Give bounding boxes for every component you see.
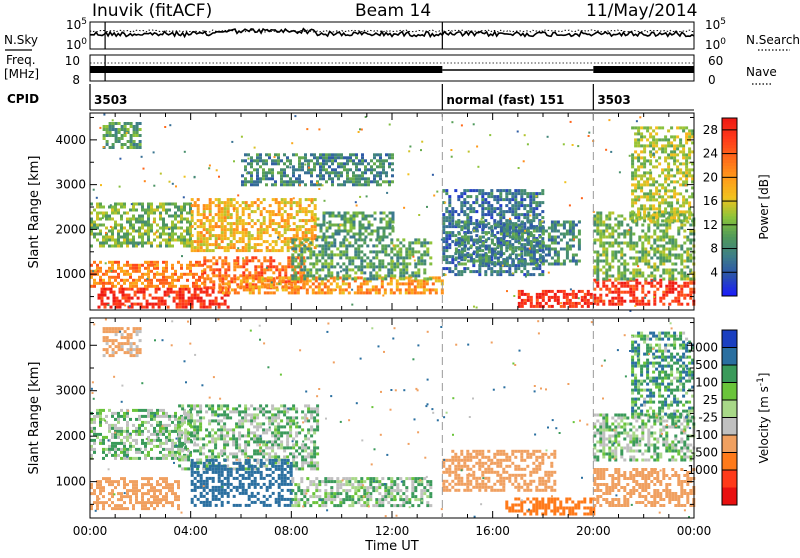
power-colorbar-tick: 16 [703, 194, 718, 208]
xtick-label: 16:00 [475, 524, 510, 538]
nsky-trace [90, 29, 694, 37]
xtick-label: 04:00 [173, 524, 208, 538]
velocity-ytick: 2000 [55, 429, 86, 443]
velocity-colorbar-tick: 25 [703, 393, 718, 407]
velocity-ytick: 4000 [55, 338, 86, 352]
velocity-ytick: 3000 [55, 384, 86, 398]
freq-trace-c [593, 66, 694, 73]
velocity-colorbar-step [722, 418, 737, 436]
noise-left-tick-low: 100 [66, 37, 87, 52]
velocity-band-1 [90, 409, 192, 460]
velocity-colorbar-tick: -1000 [683, 463, 718, 477]
noise-right-tick-low: 100 [705, 37, 726, 52]
velocity-colorbar-step [722, 453, 737, 471]
station-title: Inuvik (fitACF) [92, 1, 212, 21]
power-band-5 [219, 276, 444, 294]
xaxis-label: Time UT [364, 539, 418, 554]
power-band-7 [317, 212, 395, 239]
nsearch-trace [90, 30, 694, 32]
freq-traces [90, 55, 694, 81]
velocity-band-8 [593, 414, 695, 462]
power-ytick: 1000 [55, 267, 86, 281]
power-band-11 [593, 279, 695, 306]
velocity-ytick: 1000 [55, 475, 86, 489]
power-colorbar-tick: 24 [703, 147, 718, 161]
velocity-band-0 [90, 477, 180, 510]
velocity-colorbar-step [722, 383, 737, 401]
velocity-band-10 [103, 327, 142, 357]
freq-tick-high: 10 [65, 54, 80, 68]
velocity-colorbar-step [722, 435, 737, 453]
velocity-colorbar-step [722, 470, 737, 488]
velocity-band-4 [291, 477, 432, 507]
cpid-label: CPID [7, 92, 39, 106]
nave-tick-high: 60 [708, 54, 723, 68]
velocity-colorbar-label: Velocity [m s-1] [756, 373, 771, 464]
velocity-band-6 [505, 498, 595, 516]
power-ytick: 2000 [55, 222, 86, 236]
beam-title: Beam 14 [355, 1, 431, 21]
velocity-colorbar-tick: 100 [695, 376, 718, 390]
power-band-1 [90, 261, 204, 288]
velocity-band-5 [442, 450, 556, 492]
velocity-colorbar-tick: -500 [691, 446, 718, 460]
power-band-9 [518, 290, 596, 308]
xtick-label: 12:00 [375, 524, 410, 538]
velocity-band-7 [593, 468, 695, 507]
power-band-13 [631, 126, 694, 222]
power-colorbar: 4 8 12 16 20 24 28 Power [dB] [703, 118, 771, 297]
velocity-colorbar-tick: -25 [698, 411, 718, 425]
nave-tick-low: 0 [708, 73, 716, 87]
power-band-0 [98, 288, 230, 309]
power-colorbar-tick: 28 [703, 123, 718, 137]
velocity-colorbar-step [722, 488, 737, 506]
noise-traces [90, 22, 694, 49]
power-band-3 [191, 198, 317, 252]
power-band-2 [90, 203, 192, 248]
velocity-colorbar-tick: -100 [691, 428, 718, 442]
cpid-label-2: 3503 [597, 93, 630, 107]
power-colorbar-tick: 4 [710, 265, 718, 279]
power-band-14 [103, 122, 142, 149]
cpid-segments: 3503 normal (fast) 151 3503 [90, 84, 631, 110]
velocity-colorbar-tick: 500 [695, 358, 718, 372]
power-colorbar-tick: 20 [703, 170, 718, 184]
xtick-label: 08:00 [274, 524, 309, 538]
velocity-colorbar-tick: 1000 [687, 341, 718, 355]
cpid-label-1: normal (fast) 151 [446, 93, 564, 107]
freq-label-line1: Freq. [6, 53, 36, 67]
velocity-colorbar-step [722, 330, 737, 348]
power-ytick: 3000 [55, 178, 86, 192]
date-title: 11/May/2014 [586, 1, 698, 21]
noise-right-tick-high: 105 [705, 17, 726, 32]
velocity-colorbar-step [722, 348, 737, 366]
velocity-ylabel: Slant Range [km] [27, 362, 42, 475]
noise-left-tick-high: 105 [66, 17, 87, 32]
freq-label-line2: [MHz] [4, 67, 39, 81]
power-colorbar-tick: 8 [710, 242, 718, 256]
power-colorbar-tick: 12 [703, 218, 718, 232]
power-ytick: 4000 [55, 133, 86, 147]
xtick-label: 20:00 [576, 524, 611, 538]
cpid-label-0: 3503 [94, 93, 127, 107]
power-ylabel: Slant Range [km] [27, 156, 42, 269]
velocity-colorbar: 1000 500 100 25 -25 -100 -500 -1000 Velocity [m … [683, 330, 771, 505]
xtick-label: 00:00 [677, 524, 712, 538]
freq-tick-low: 8 [72, 73, 80, 87]
xtick-label: 00:00 [73, 524, 108, 538]
power-colorbar-label: Power [dB] [757, 174, 771, 239]
velocity-heatmap [90, 318, 695, 518]
nsearch-label: N.Search [746, 33, 800, 47]
power-heatmap [90, 114, 695, 312]
velocity-band-9 [631, 332, 694, 419]
nave-label: Nave [746, 65, 777, 79]
velocity-colorbar-step [722, 400, 737, 418]
freq-trace-a [90, 66, 442, 73]
nsky-label: N.Sky [4, 33, 38, 47]
velocity-colorbar-step [722, 365, 737, 383]
power-band-15 [241, 153, 394, 186]
